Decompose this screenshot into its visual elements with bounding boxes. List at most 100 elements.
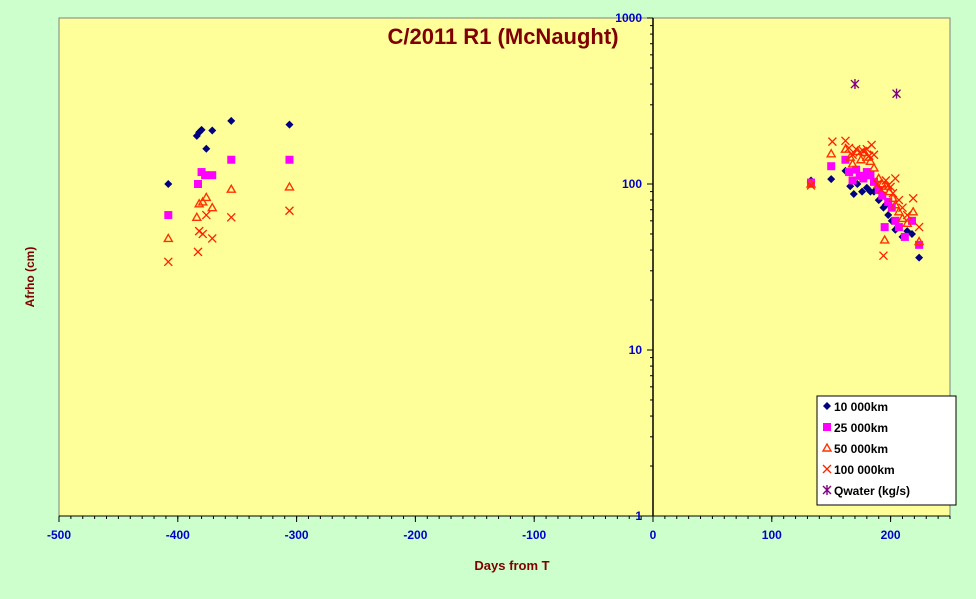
data-point bbox=[865, 155, 876, 166]
data-point bbox=[844, 143, 854, 153]
legend-box bbox=[816, 395, 957, 506]
data-point bbox=[879, 251, 888, 261]
data-point bbox=[197, 196, 208, 206]
data-point bbox=[888, 188, 898, 198]
legend-marker bbox=[823, 423, 831, 431]
data-point bbox=[193, 247, 203, 257]
data-point bbox=[894, 195, 904, 205]
data-point bbox=[850, 79, 860, 90]
data-point bbox=[874, 186, 883, 195]
data-point bbox=[201, 210, 211, 220]
data-point bbox=[879, 234, 890, 244]
legend-marker bbox=[821, 442, 833, 452]
data-point bbox=[890, 199, 901, 209]
data-point bbox=[873, 173, 884, 183]
data-point bbox=[201, 171, 210, 180]
data-point bbox=[915, 253, 924, 262]
x-tick-label: -400 bbox=[166, 528, 190, 542]
data-point bbox=[847, 158, 858, 168]
axes: -500 -400 -300 -200 -100 0 100 200 1 10 100 1000 bbox=[47, 11, 951, 542]
data-point bbox=[891, 216, 900, 225]
data-point bbox=[848, 176, 857, 185]
series-100-000km bbox=[163, 136, 924, 267]
data-point bbox=[848, 150, 858, 160]
data-point bbox=[884, 211, 893, 220]
data-points bbox=[163, 79, 925, 267]
data-point bbox=[207, 233, 217, 243]
data-point bbox=[827, 175, 836, 184]
data-point bbox=[285, 120, 294, 129]
data-point bbox=[193, 180, 202, 188]
plot-area bbox=[58, 17, 951, 517]
data-point bbox=[902, 210, 912, 220]
data-point bbox=[285, 155, 294, 164]
data-point bbox=[880, 223, 889, 232]
legend-label: 50 000km bbox=[834, 442, 888, 456]
data-point bbox=[163, 233, 174, 243]
data-point bbox=[825, 148, 837, 158]
data-point bbox=[191, 211, 203, 222]
data-point bbox=[886, 182, 896, 192]
data-point bbox=[898, 203, 907, 213]
data-point bbox=[907, 229, 916, 238]
series-qwater-kg-s bbox=[850, 79, 902, 99]
data-point bbox=[208, 126, 217, 135]
legend-marker bbox=[823, 402, 831, 410]
data-point bbox=[845, 151, 856, 161]
data-point bbox=[201, 192, 212, 202]
data-point bbox=[284, 181, 295, 191]
data-point bbox=[207, 202, 218, 212]
data-point bbox=[893, 206, 905, 216]
data-point bbox=[907, 216, 916, 225]
data-point bbox=[807, 178, 816, 187]
y-tick-label: 1 bbox=[635, 509, 642, 523]
data-point bbox=[877, 178, 888, 188]
x-tick-label: -300 bbox=[285, 528, 309, 542]
data-point bbox=[840, 136, 850, 146]
legend-label: 10 000km bbox=[834, 400, 888, 414]
data-point bbox=[208, 171, 217, 180]
data-point bbox=[852, 165, 861, 174]
data-point bbox=[226, 183, 237, 193]
x-tick-label: -200 bbox=[403, 528, 427, 542]
data-point bbox=[164, 180, 173, 188]
y-tick-label: 10 bbox=[629, 343, 643, 357]
data-point bbox=[806, 180, 816, 190]
legend-label: Qwater (kg/s) bbox=[834, 484, 910, 498]
data-point bbox=[163, 257, 173, 267]
data-point bbox=[827, 162, 836, 171]
chart-title: C/2011 R1 (McNaught) bbox=[387, 24, 618, 49]
y-axis-label: Afrho (cm) bbox=[23, 247, 37, 308]
x-tick-label: 100 bbox=[762, 528, 782, 542]
data-point bbox=[900, 232, 909, 241]
data-point bbox=[849, 190, 858, 199]
data-point bbox=[913, 236, 925, 246]
data-point bbox=[845, 168, 854, 177]
data-point bbox=[202, 144, 211, 153]
data-point bbox=[866, 171, 875, 180]
data-point bbox=[841, 155, 850, 164]
legend-marker bbox=[822, 464, 832, 474]
x-tick-label: 200 bbox=[881, 528, 901, 542]
y-tick-label: 1000 bbox=[615, 11, 642, 25]
data-point bbox=[164, 211, 173, 220]
data-point bbox=[873, 179, 882, 189]
data-point bbox=[878, 191, 887, 200]
data-point bbox=[890, 173, 900, 183]
x-axis-label: Days from T bbox=[474, 558, 549, 573]
data-point bbox=[867, 140, 877, 150]
data-point bbox=[868, 162, 880, 172]
data-point bbox=[876, 184, 886, 194]
legend: 10 000km 25 000km 50 000km 100 000km Qwater … bbox=[816, 395, 957, 506]
x-tick-label: -500 bbox=[47, 528, 71, 542]
data-point bbox=[894, 223, 903, 232]
data-point bbox=[226, 212, 236, 222]
data-point bbox=[198, 229, 208, 239]
x-tick-label: -100 bbox=[522, 528, 546, 542]
data-point bbox=[892, 88, 902, 99]
data-point bbox=[914, 222, 924, 232]
legend-label: 25 000km bbox=[834, 421, 888, 435]
data-point bbox=[887, 192, 899, 203]
data-point bbox=[227, 116, 236, 125]
